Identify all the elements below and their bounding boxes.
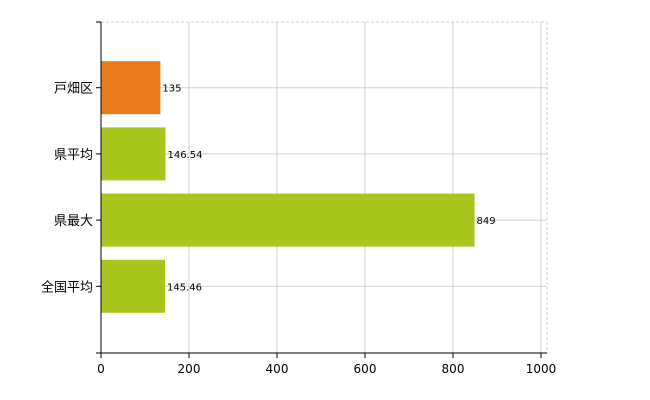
- bar-2: [101, 193, 475, 247]
- y-tick-label: 全国平均: [41, 279, 93, 295]
- bar-3: [101, 259, 166, 313]
- y-tick-label: 戸畑区: [54, 82, 93, 97]
- data-label: 135: [162, 84, 181, 95]
- data-label: 849: [477, 216, 496, 227]
- x-tick-label: 1000: [526, 362, 557, 376]
- y-tick-label: 県平均: [54, 148, 93, 163]
- x-tick-label: 800: [442, 362, 465, 376]
- x-tick-label: 600: [354, 362, 377, 376]
- bar-0: [101, 61, 161, 115]
- data-label: 146.54: [167, 150, 202, 161]
- data-label: 145.46: [167, 282, 202, 293]
- x-tick-label: 0: [97, 362, 105, 376]
- bar-1: [101, 127, 166, 181]
- y-tick-label: 県最大: [54, 214, 93, 229]
- x-tick-label: 400: [266, 362, 289, 376]
- x-tick-label: 200: [178, 362, 201, 376]
